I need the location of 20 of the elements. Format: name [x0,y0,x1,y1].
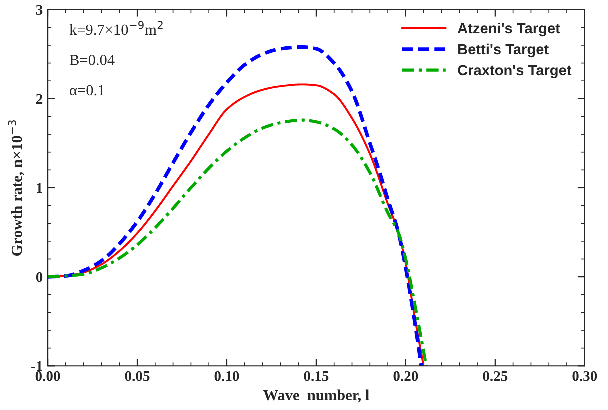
y-axis-title: Growth rate, n×10$^{−3}$ [8,120,24,256]
x-tick-label: 0.30 [572,371,598,382]
y-tick-label: 0 [36,272,43,282]
legend-label: Betti's Target [458,44,549,58]
annotation: k=9.7×10$^{−9}$m$^{2}$ [70,21,163,36]
x-tick-label: 0.05 [125,371,150,382]
x-tick-label: 0.15 [304,371,329,382]
y-tick-label: -1 [32,362,42,372]
x-axis-title: Wave number, l [263,390,370,403]
x-tick-label: 0.10 [214,371,240,382]
annotation: B=0.04 [70,55,115,66]
y-tick-label: 3 [36,5,43,16]
x-tick-label: 0.25 [483,371,508,382]
y-tick-label: 1 [37,183,42,194]
x-tick-label: 0.00 [36,371,60,382]
x-tick-label: 0.20 [394,371,418,382]
legend-label: Craxton's Target [458,65,572,79]
y-tick-label: 2 [36,94,43,104]
annotation: α=0.1 [70,85,104,96]
legend-label: Atzeni's Target [458,22,560,37]
